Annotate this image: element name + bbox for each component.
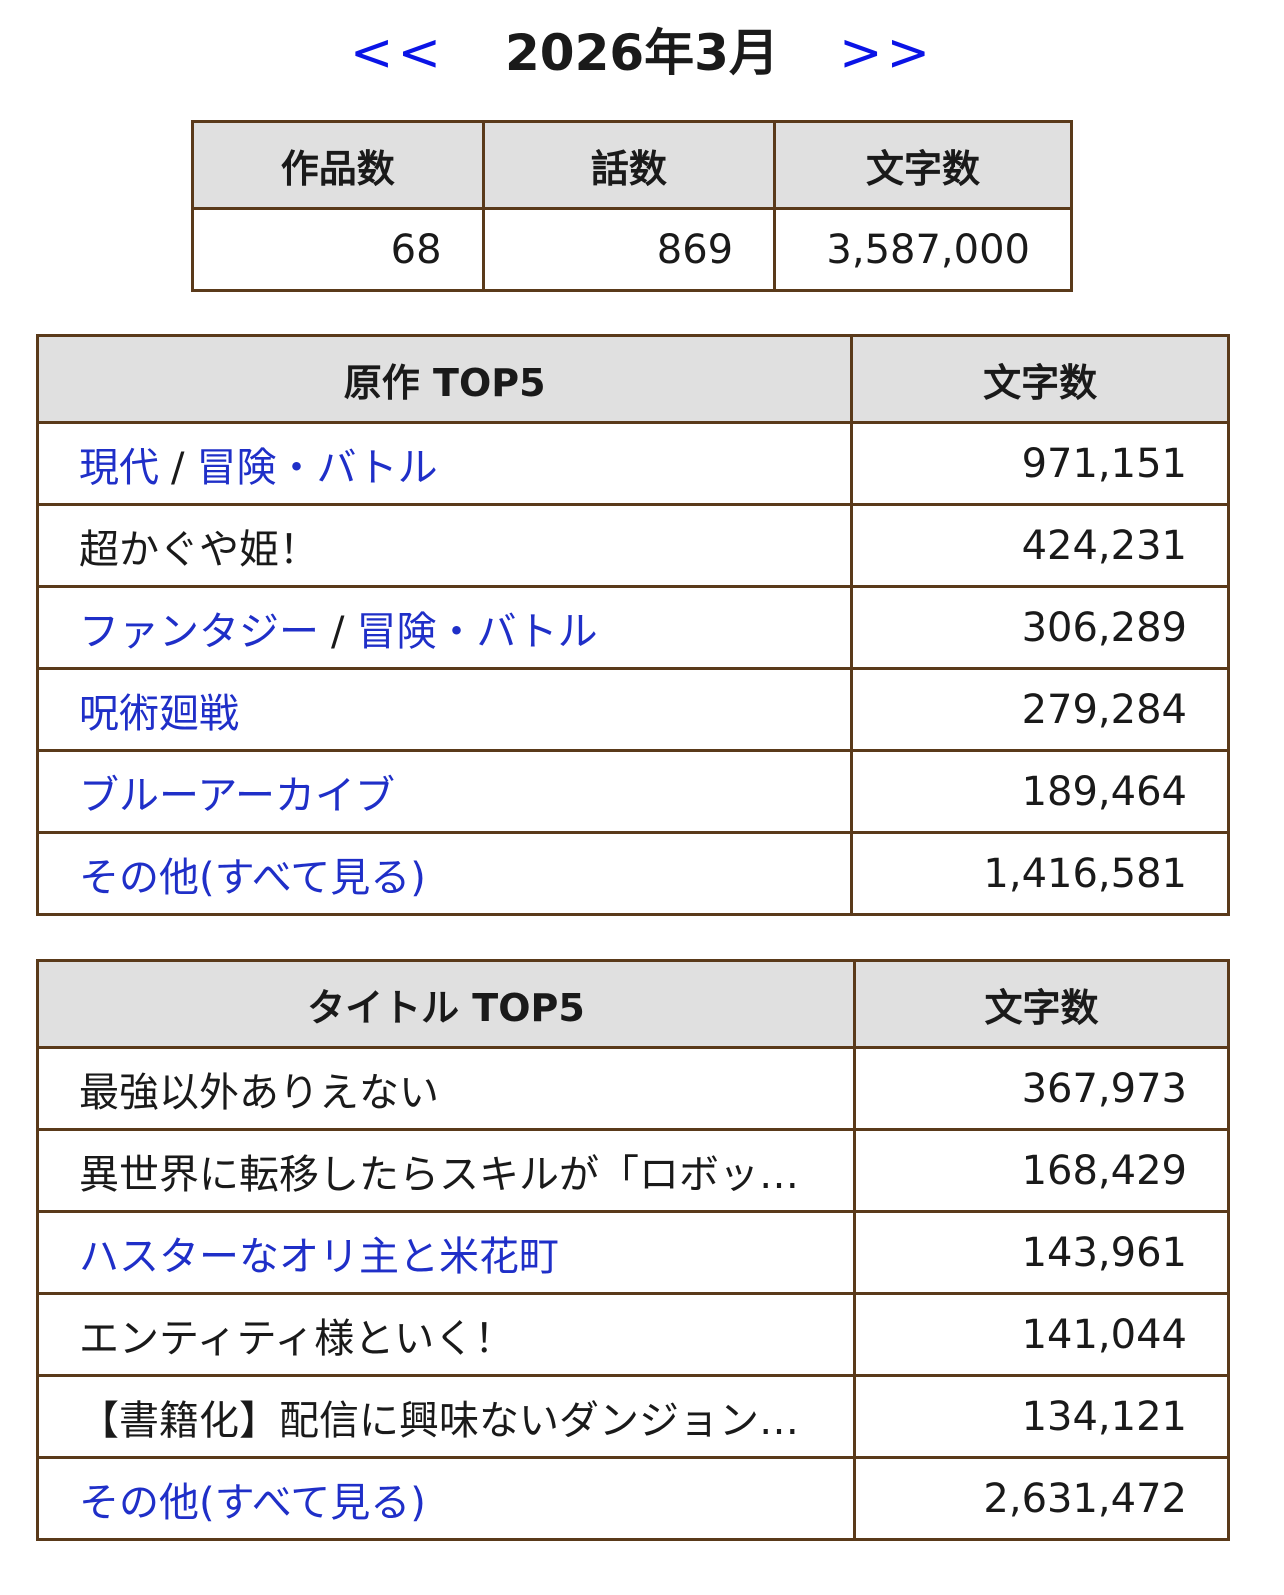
table-row: エンティティ様といく！ 141,044 [36,1292,1231,1377]
original-top5-table: 原作 TOP5 文字数 現代 / 冒険・バトル 971,151 超かぐや姫！ 424… [35,334,1230,916]
original-count-value: 189,464 [850,749,1230,834]
original-name-cell: 超かぐや姫！ [35,503,854,588]
characters-count-header: 文字数 [773,120,1073,210]
title-link[interactable]: ハスターなオリ主と米花町 [79,1233,559,1280]
original-name-cell: ファンタジー / 冒険・バトル [35,585,854,670]
title-count-value: 168,429 [852,1128,1231,1213]
original-count-value: 424,231 [850,503,1230,588]
table-row: ハスターなオリ主と米花町 143,961 [36,1210,1231,1295]
table-row: 異世界に転移したらスキルが「ロボッ… 168,429 [36,1128,1231,1213]
month-navigation: << 2026年3月 >> [0,18,1284,88]
original-count-value: 306,289 [850,585,1230,670]
original-link-genre[interactable]: ファンタジー [79,608,319,655]
works-count-header: 作品数 [191,120,485,210]
characters-count-value: 3,587,000 [773,207,1073,292]
original-name-cell: 呪術廻戦 [35,667,854,752]
original-count-value: 1,416,581 [850,831,1230,916]
original-count-value: 971,151 [850,421,1230,506]
title-count-value: 367,973 [852,1046,1231,1131]
table-row: 呪術廻戦 279,284 [35,667,1230,752]
episodes-count-header: 話数 [481,120,777,210]
title-name-cell: その他(すべて見る) [36,1456,856,1541]
works-count-value: 68 [191,207,485,292]
original-name-cell: その他(すべて見る) [35,831,854,916]
title-count-header: 文字数 [852,959,1231,1049]
title-top5-header: タイトル TOP5 [36,959,856,1049]
table-row: 超かぐや姫！ 424,231 [35,503,1230,588]
original-link[interactable]: 呪術廻戦 [79,690,239,737]
title-count-value: 2,631,472 [852,1456,1231,1541]
table-row: その他(すべて見る) 2,631,472 [36,1456,1231,1541]
original-count-value: 279,284 [850,667,1230,752]
original-link-genre[interactable]: 現代 [79,444,159,491]
episodes-count-value: 869 [481,207,777,292]
title-top5-table: タイトル TOP5 文字数 最強以外ありえない 367,973 異世界に転移した… [36,959,1231,1541]
title-name-cell: ハスターなオリ主と米花町 [36,1210,856,1295]
original-see-all-link[interactable]: その他(すべて見る) [79,854,426,901]
prev-month-link[interactable]: << [349,23,446,83]
title-name-cell: 【書籍化】配信に興味ないダンジョン… [36,1374,856,1459]
title-name-cell: 最強以外ありえない [36,1046,856,1131]
title-count-value: 143,961 [852,1210,1231,1295]
table-row: 最強以外ありえない 367,973 [36,1046,1231,1131]
original-count-header: 文字数 [850,334,1230,424]
title-name-cell: エンティティ様といく！ [36,1292,856,1377]
original-name-cell: 現代 / 冒険・バトル [35,421,854,506]
table-row: ファンタジー / 冒険・バトル 306,289 [35,585,1230,670]
title-count-value: 141,044 [852,1292,1231,1377]
original-name-cell: ブルーアーカイブ [35,749,854,834]
title-name-cell: 異世界に転移したらスキルが「ロボッ… [36,1128,856,1213]
table-row: 現代 / 冒険・バトル 971,151 [35,421,1230,506]
table-row: その他(すべて見る) 1,416,581 [35,831,1230,916]
next-month-link[interactable]: >> [838,23,935,83]
current-month-title: 2026年3月 [505,24,779,82]
title-see-all-link[interactable]: その他(すべて見る) [79,1479,426,1526]
summary-table: 作品数 話数 文字数 68 869 3,587,000 [191,120,1073,292]
original-link-subgenre[interactable]: 冒険・バトル [356,608,598,655]
table-row: ブルーアーカイブ 189,464 [35,749,1230,834]
original-link[interactable]: ブルーアーカイブ [79,772,395,819]
original-top5-header: 原作 TOP5 [35,334,854,424]
table-row: 【書籍化】配信に興味ないダンジョン… 134,121 [36,1374,1231,1459]
original-link-subgenre[interactable]: 冒険・バトル [196,444,438,491]
title-count-value: 134,121 [852,1374,1231,1459]
